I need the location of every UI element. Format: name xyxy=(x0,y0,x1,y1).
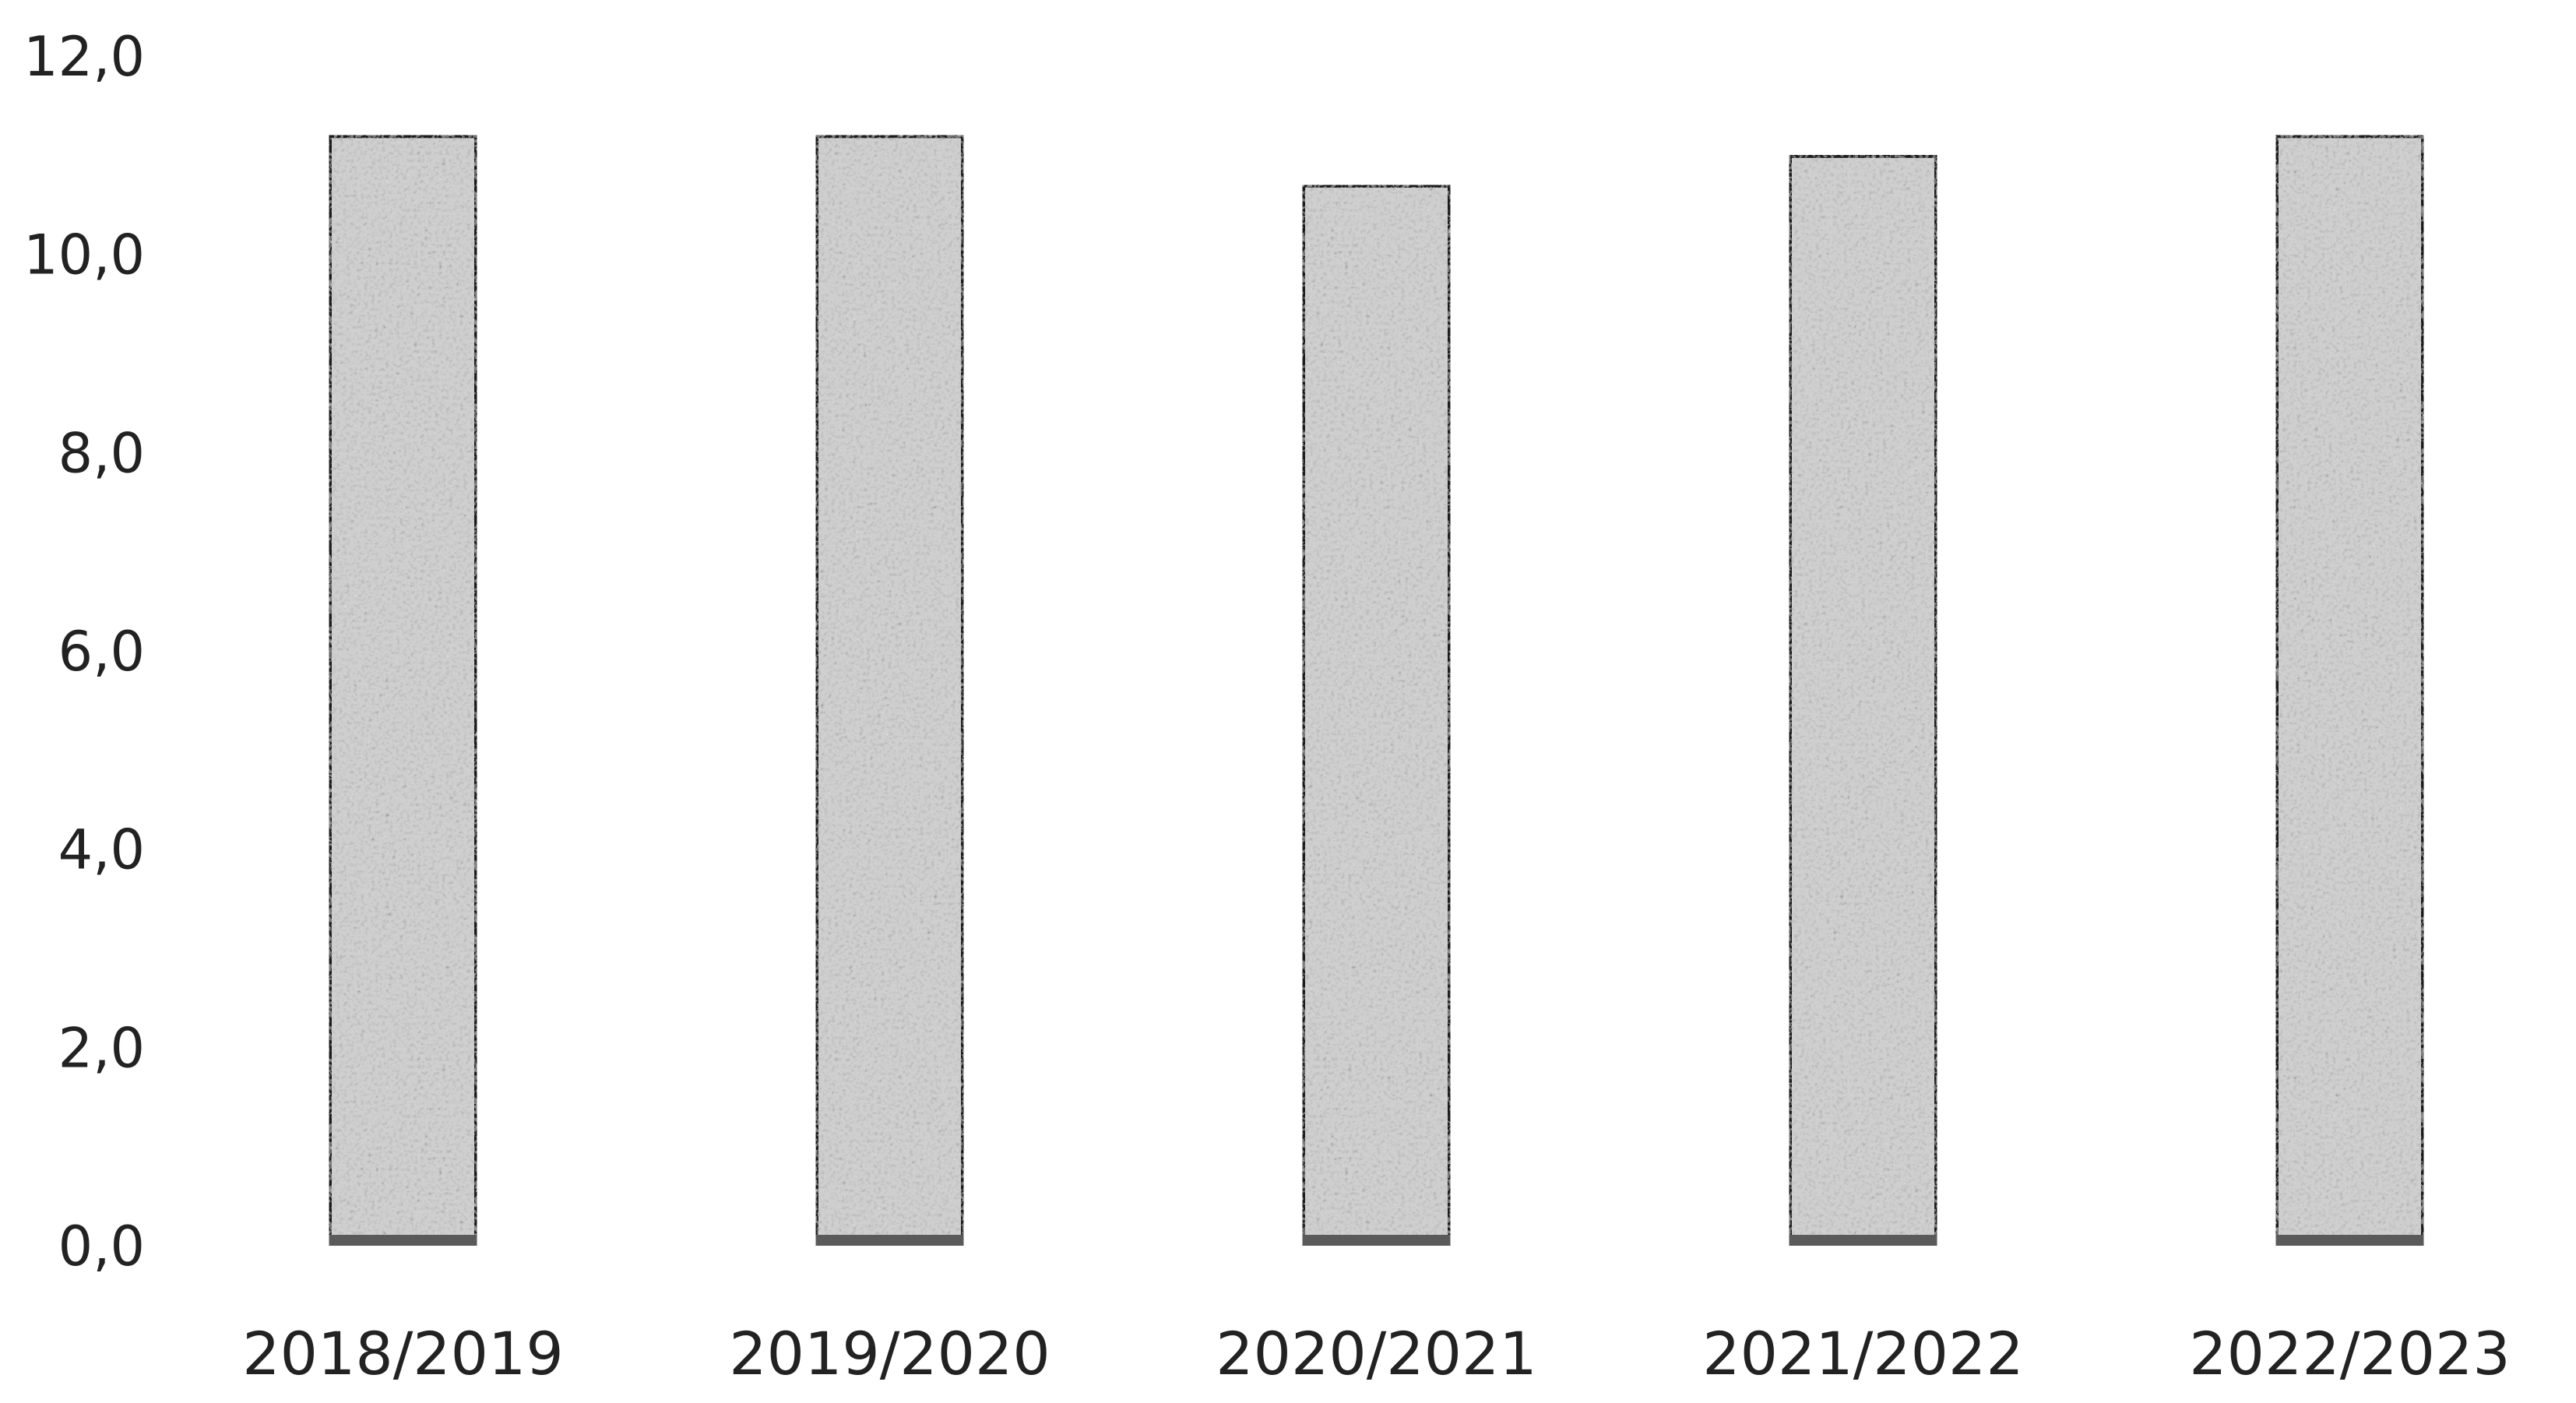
x-category-label: 2019/2020 xyxy=(729,1319,1050,1388)
x-category-label: 2022/2023 xyxy=(2189,1319,2510,1388)
x-category-label: 2018/2019 xyxy=(242,1319,563,1388)
y-tick-label: 10,0 xyxy=(23,223,145,287)
y-tick-label: 12,0 xyxy=(23,25,145,89)
bar-base xyxy=(1302,1235,1451,1246)
y-tick-label: 8,0 xyxy=(58,421,145,485)
bar xyxy=(2273,132,2426,1249)
bar-base xyxy=(2275,1235,2424,1246)
bar xyxy=(1300,182,1453,1249)
x-category-label: 2020/2021 xyxy=(1216,1319,1536,1388)
y-tick-label: 4,0 xyxy=(58,818,145,882)
x-category-label: 2021/2022 xyxy=(1702,1319,2023,1388)
bar xyxy=(326,132,480,1249)
y-tick-label: 2,0 xyxy=(58,1016,145,1080)
bar xyxy=(1786,152,1940,1249)
bar-base xyxy=(1789,1235,1937,1246)
bars xyxy=(326,132,2426,1249)
x-axis: 2018/2019 2019/2020 2020/2021 2021/2022 2022… xyxy=(242,1319,2510,1388)
bar xyxy=(813,132,966,1249)
y-axis: 0,0 2,0 4,0 6,0 8,0 10,0 12,0 xyxy=(23,25,145,1278)
bar-base xyxy=(815,1235,964,1246)
y-tick-label: 0,0 xyxy=(58,1215,145,1278)
y-tick-label: 6,0 xyxy=(58,620,145,684)
bar-base xyxy=(329,1235,477,1246)
